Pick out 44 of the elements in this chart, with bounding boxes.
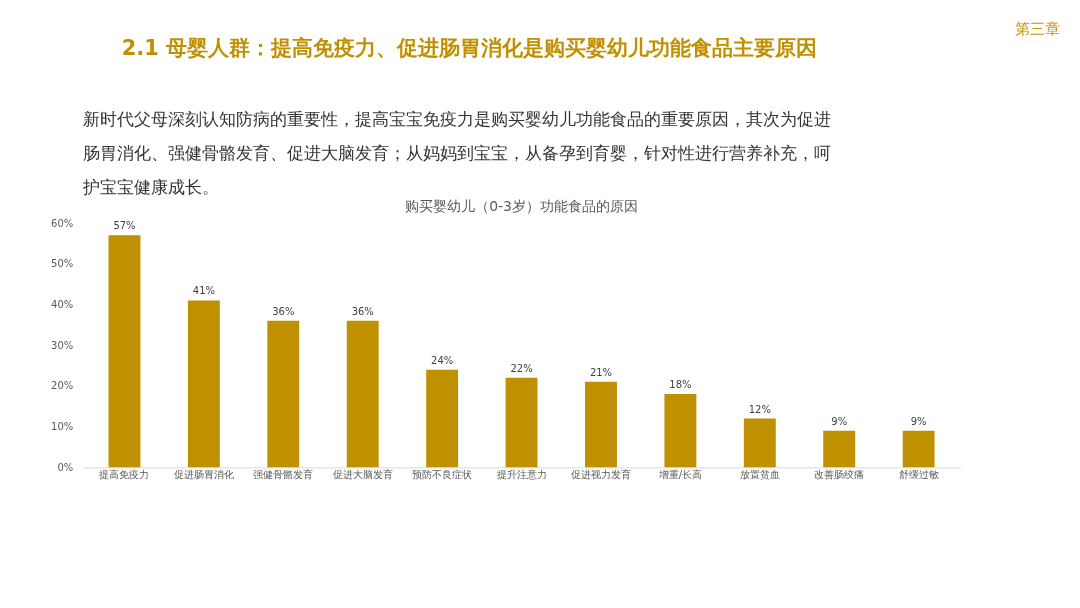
text: 2.1 母婴人群：提高免疫力、促进肠胃消化是购买婴幼儿功能食品主要原因: [121, 35, 818, 60]
data-label: 22%: [510, 362, 533, 374]
bar: [585, 381, 617, 468]
x-tick-label: 提高免疫力: [99, 468, 150, 480]
bar: [267, 320, 300, 468]
x-tick-label: 改善肠绞痛: [814, 468, 865, 480]
x-tick-label: 增重/长高: [657, 468, 703, 480]
bar: [346, 320, 379, 468]
data-label: 18%: [669, 379, 692, 391]
text: 新时代父母深刻认知防病的重要性，提高宝宝免疫力是购买婴幼儿功能食品的重要原因，其次为促进肠胃消化、强健骨骼发育、促进大脑发育；从妈妈到宝宝，从备孕到育婴，针对性进行营养补充，呵护宝宝健康成长。: [81, 109, 831, 198]
bar: [187, 300, 220, 468]
data-label: 9%: [910, 415, 927, 427]
data-label: 36%: [272, 305, 295, 317]
x-tick-label: 提升注意力: [496, 468, 547, 480]
data-label: 9%: [831, 415, 848, 427]
y-tick-label: 30%: [51, 339, 74, 351]
bar: [505, 377, 538, 468]
x-tick-label: 促进大脑发育: [332, 468, 393, 480]
x-tick-label: 促进肠胃消化: [173, 468, 234, 480]
data-label: 41%: [192, 285, 215, 297]
y-tick-label: 10%: [51, 421, 74, 433]
x-tick-label: 预防不良症状: [412, 468, 473, 480]
bar: [902, 430, 935, 468]
bar: [664, 394, 697, 468]
y-tick-label: 60%: [51, 217, 74, 229]
bar: [823, 430, 856, 468]
chart-title: 购买婴幼儿（0-3岁）功能食品的原因: [405, 198, 638, 215]
x-tick-label: 促进视力发育: [570, 468, 631, 480]
y-tick-label: 50%: [51, 258, 74, 270]
data-label: 36%: [351, 305, 374, 317]
data-label: 12%: [748, 403, 771, 415]
bar: [743, 418, 776, 468]
text: 第三章: [1014, 19, 1060, 38]
data-label: 57%: [113, 220, 136, 232]
y-tick-label: 20%: [51, 380, 74, 392]
y-tick-label: 40%: [51, 298, 74, 310]
bar: [426, 369, 459, 468]
data-label: 24%: [431, 354, 454, 366]
x-tick-label: 放置贫血: [739, 468, 780, 480]
y-tick-label: 0%: [57, 461, 74, 473]
x-tick-label: 舒缓过敏: [898, 468, 939, 480]
x-tick-label: 强健骨骼发育: [253, 468, 314, 480]
data-label: 21%: [589, 366, 613, 378]
bar: [108, 235, 141, 468]
